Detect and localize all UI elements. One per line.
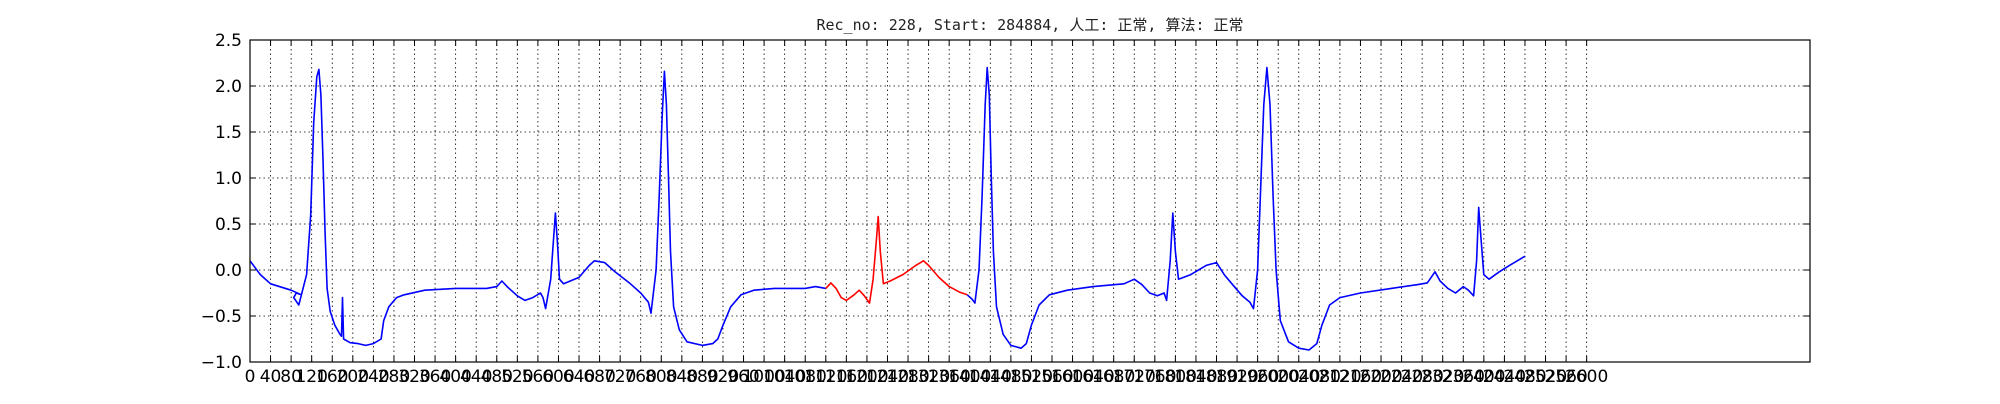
x-tick-label: 2440 xyxy=(1483,367,1526,387)
y-tick-label: 0.0 xyxy=(215,261,242,281)
x-tick-label: 1920 xyxy=(1215,367,1258,387)
series-line-3 xyxy=(966,66,1526,351)
x-tick-label: 1080 xyxy=(784,367,827,387)
x-tick-label: 1560 xyxy=(1030,367,1073,387)
x-tick-label: 2360 xyxy=(1442,367,1485,387)
x-tick-label: 1760 xyxy=(1133,367,1176,387)
x-tick-label: 1000 xyxy=(742,367,785,387)
y-tick-label: 1.0 xyxy=(215,169,242,189)
x-tick-label: 2560 xyxy=(1544,367,1587,387)
x-tick-label: 1160 xyxy=(825,367,868,387)
x-tick-label: 2600 xyxy=(1565,367,1608,387)
x-tick-label: 120 xyxy=(295,367,327,387)
x-tick-label: 400 xyxy=(439,367,471,387)
x-tick-label: 360 xyxy=(419,367,451,387)
y-axis-ticks: −1.0 −0.5 0.0 0.5 1.0 1.5 2.0 2.5 xyxy=(201,31,1810,373)
x-tick-label: 2080 xyxy=(1298,367,1341,387)
x-tick-label: 1720 xyxy=(1113,367,1156,387)
x-tick-label: 1480 xyxy=(989,367,1032,387)
x-tick-label: 1880 xyxy=(1195,367,1238,387)
grid-lines xyxy=(250,40,1810,362)
x-tick-label: 1320 xyxy=(907,367,950,387)
y-tick-label: 2.0 xyxy=(215,77,242,97)
y-tick-label: 0.5 xyxy=(215,215,242,235)
x-tick-label: 920 xyxy=(707,367,739,387)
x-tick-label: 160 xyxy=(316,367,348,387)
x-tick-label: 1040 xyxy=(763,367,806,387)
x-tick-label: 2280 xyxy=(1401,367,1444,387)
x-tick-label: 2480 xyxy=(1503,367,1546,387)
x-tick-label: 0 xyxy=(245,367,256,387)
y-tick-label: −0.5 xyxy=(201,307,242,327)
x-tick-label: 1520 xyxy=(1010,367,1053,387)
x-tick-label: 1640 xyxy=(1071,367,1114,387)
x-tick-label: 640 xyxy=(563,367,595,387)
x-tick-label: 1120 xyxy=(804,367,847,387)
x-tick-label: 1840 xyxy=(1174,367,1217,387)
x-tick-label: 1280 xyxy=(886,367,929,387)
x-tick-label: 440 xyxy=(460,367,492,387)
x-tick-label: 680 xyxy=(583,367,615,387)
x-tick-label: 1600 xyxy=(1051,367,1094,387)
x-tick-label: 1800 xyxy=(1154,367,1197,387)
x-tick-label: 2520 xyxy=(1524,367,1567,387)
x-tick-label: 280 xyxy=(378,367,410,387)
x-tick-label: 480 xyxy=(481,367,513,387)
x-tick-label: 1400 xyxy=(948,367,991,387)
x-tick-label: 2160 xyxy=(1339,367,1382,387)
x-tick-label: 880 xyxy=(686,367,718,387)
x-tick-label: 840 xyxy=(666,367,698,387)
chart-title: Rec_no: 228, Start: 284884, 人工: 正常, 算法: … xyxy=(816,16,1243,34)
x-tick-label: 1200 xyxy=(845,367,888,387)
x-tick-label: 600 xyxy=(542,367,574,387)
y-tick-label: −1.0 xyxy=(201,353,242,373)
x-tick-label: 960 xyxy=(727,367,759,387)
x-tick-label: 80 xyxy=(280,367,302,387)
x-tick-label: 2240 xyxy=(1380,367,1423,387)
x-tick-label: 1960 xyxy=(1236,367,1279,387)
x-tick-label: 2000 xyxy=(1257,367,1300,387)
series-line-1 xyxy=(249,68,826,347)
x-tick-label: 800 xyxy=(645,367,677,387)
x-tick-label: 1240 xyxy=(866,367,909,387)
x-tick-label: 2400 xyxy=(1462,367,1505,387)
x-axis-ticks: 0 408012016020024028032036040044048052056… xyxy=(245,40,1608,387)
x-tick-label: 240 xyxy=(357,367,389,387)
x-tick-label: 2200 xyxy=(1359,367,1402,387)
x-tick-label: 1680 xyxy=(1092,367,1135,387)
x-tick-label: 560 xyxy=(522,367,554,387)
x-tick-label: 520 xyxy=(501,367,533,387)
x-tick-label: 760 xyxy=(624,367,656,387)
series-layer xyxy=(249,66,1526,351)
plot-frame xyxy=(249,39,1811,363)
x-tick-label: 1360 xyxy=(928,367,971,387)
x-tick-label: 40 xyxy=(260,367,282,387)
y-tick-label: 2.5 xyxy=(215,31,242,51)
x-tick-label: 2320 xyxy=(1421,367,1464,387)
x-tick-label: 1440 xyxy=(969,367,1012,387)
y-tick-label: 1.5 xyxy=(215,123,242,143)
series-line-2 xyxy=(825,215,968,304)
x-tick-label: 2120 xyxy=(1318,367,1361,387)
x-tick-label: 2040 xyxy=(1277,367,1320,387)
x-tick-label: 200 xyxy=(337,367,369,387)
x-tick-label: 720 xyxy=(604,367,636,387)
x-tick-label: 320 xyxy=(398,367,430,387)
